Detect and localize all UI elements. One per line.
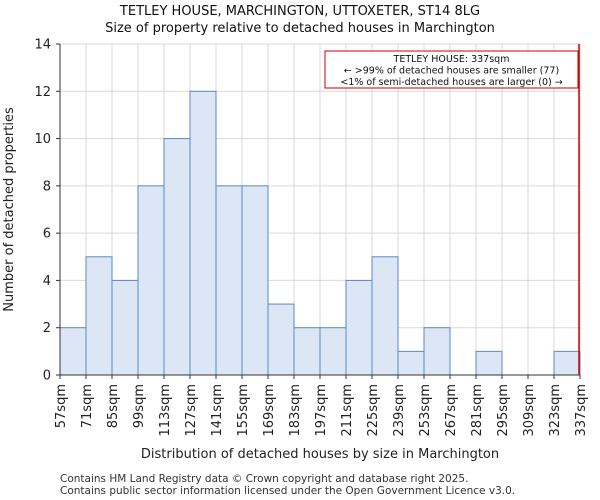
- x-tick-label: 197sqm: [314, 384, 329, 437]
- annotation-box: [324, 50, 579, 89]
- x-tick-label: 253sqm: [418, 384, 433, 437]
- y-tick-label: 2: [43, 321, 51, 336]
- y-tick-label: 8: [43, 179, 51, 194]
- y-tick-label: 0: [43, 369, 51, 384]
- y-tick-label: 6: [43, 227, 51, 242]
- y-tick-label: 14: [34, 38, 51, 53]
- histogram-bar: [371, 256, 399, 376]
- histogram-bar: [293, 327, 321, 376]
- histogram-bar: [85, 256, 113, 376]
- histogram-bar: [59, 327, 87, 376]
- x-tick-label: 113sqm: [158, 384, 173, 437]
- x-tick-label: 169sqm: [262, 384, 277, 437]
- x-tick-label: 323sqm: [548, 384, 563, 437]
- x-tick-label: 71sqm: [80, 384, 95, 428]
- annotation-line: ← >99% of detached houses are smaller (7…: [344, 66, 559, 77]
- histogram-bar: [215, 185, 243, 376]
- histogram-bar: [111, 279, 139, 376]
- chart-subtitle: Size of property relative to detached ho…: [105, 21, 495, 36]
- x-tick-label: 267sqm: [444, 384, 459, 437]
- x-tick-label: 295sqm: [496, 384, 511, 437]
- annotation-line: TETLEY HOUSE: 337sqm: [393, 54, 510, 65]
- x-tick-label: 99sqm: [132, 384, 147, 428]
- x-tick-label: 239sqm: [392, 384, 407, 437]
- x-tick-label: 281sqm: [470, 384, 485, 437]
- footer-line-1: Contains HM Land Registry data © Crown c…: [60, 473, 469, 485]
- x-tick-label: 225sqm: [366, 384, 381, 437]
- x-tick-label: 211sqm: [340, 384, 355, 437]
- y-axis-label: Number of detached properties: [2, 107, 17, 312]
- histogram-bar: [423, 327, 451, 376]
- x-tick-label: 183sqm: [288, 384, 303, 437]
- x-axis-label: Distribution of detached houses by size …: [141, 447, 499, 462]
- annotation-line: <1% of semi-detached houses are larger (…: [340, 77, 562, 88]
- histogram-bar: [319, 327, 347, 376]
- histogram-bar: [267, 303, 295, 376]
- x-tick-label: 155sqm: [236, 384, 251, 437]
- histogram-bar: [345, 279, 373, 376]
- histogram-bar: [553, 350, 581, 376]
- histogram-bar: [163, 138, 191, 376]
- histogram-bar: [397, 350, 425, 376]
- y-tick-label: 10: [34, 132, 51, 147]
- x-tick-label: 85sqm: [106, 384, 121, 428]
- chart-title: TETLEY HOUSE, MARCHINGTON, UTTOXETER, ST…: [119, 4, 481, 19]
- histogram-bar: [189, 90, 217, 376]
- x-tick-label: 141sqm: [210, 384, 225, 437]
- x-tick-label: 309sqm: [522, 384, 537, 437]
- histogram-bar: [241, 185, 269, 376]
- y-tick-label: 4: [43, 274, 51, 289]
- y-tick-label: 12: [34, 85, 51, 100]
- x-tick-label: 337sqm: [574, 384, 589, 437]
- histogram-bar: [137, 185, 165, 376]
- x-tick-label: 57sqm: [54, 384, 69, 428]
- x-tick-label: 127sqm: [184, 384, 199, 437]
- footer-line-2: Contains public sector information licen…: [60, 485, 516, 497]
- histogram-bar: [475, 350, 503, 376]
